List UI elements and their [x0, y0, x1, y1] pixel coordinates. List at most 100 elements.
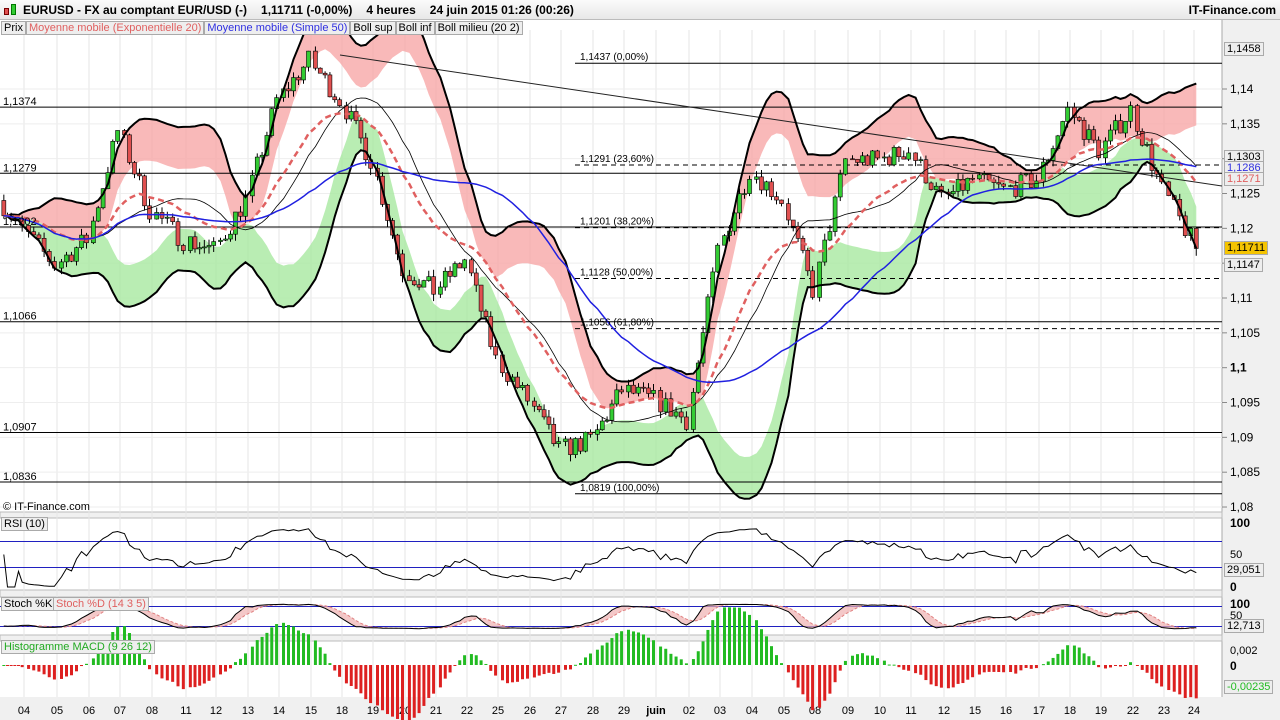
macd-bar	[669, 653, 673, 665]
title-bar: EURUSD - FX au comptant EUR/USD (-) 1,11…	[0, 0, 1280, 20]
macd-bar	[80, 665, 83, 667]
macd-bar	[887, 664, 891, 666]
x-tick-label: 17	[1033, 705, 1045, 717]
macd-bar	[892, 664, 896, 666]
candle	[79, 234, 84, 248]
candle	[827, 231, 833, 241]
macd-value: -0,00235	[1224, 680, 1274, 694]
candle	[1149, 144, 1155, 171]
macd-bar	[422, 665, 426, 706]
rsi-tick: 50	[1230, 549, 1242, 561]
candle	[233, 211, 238, 235]
candle	[810, 270, 815, 298]
macd-bar	[17, 665, 20, 666]
macd-bar	[354, 665, 358, 689]
y-tick-label: 1,095	[1230, 396, 1260, 410]
macd-bar	[443, 665, 447, 679]
candle	[74, 247, 79, 262]
y-tick-label: 1,085	[1230, 465, 1260, 479]
candle	[421, 280, 427, 288]
fibonacci-label: 1,1128 (50,00%)	[580, 268, 653, 279]
macd-bar	[75, 665, 78, 672]
x-tick-label: 11	[905, 705, 916, 717]
candle	[646, 387, 651, 394]
candle	[923, 159, 929, 184]
hline-label: 1,1066	[3, 311, 37, 323]
candle	[36, 234, 42, 239]
macd-bar	[333, 665, 337, 671]
macd-bar	[1019, 665, 1023, 671]
legend-item[interactable]: Boll milieu (20 2)	[434, 21, 523, 35]
macd-bar	[1109, 665, 1112, 668]
candle	[206, 245, 212, 248]
candle	[595, 429, 600, 435]
macd-bar	[1140, 665, 1144, 670]
macd-bar	[833, 665, 837, 683]
candle	[306, 50, 311, 68]
candle	[886, 156, 892, 166]
macd-bar	[323, 653, 327, 665]
candle	[1028, 173, 1034, 188]
candle	[411, 280, 417, 286]
bollinger-middle	[3, 97, 1197, 423]
macd-bar	[1129, 662, 1132, 665]
macd-bar	[632, 631, 635, 665]
candle	[965, 177, 971, 191]
candle	[1013, 185, 1019, 197]
candle	[1113, 120, 1118, 131]
macd-bar	[748, 614, 751, 665]
candle	[1193, 228, 1199, 249]
candle	[786, 203, 791, 221]
macd-bar	[282, 622, 285, 665]
macd-bar	[401, 665, 404, 720]
candle	[1128, 105, 1133, 122]
macd-bar	[537, 665, 541, 676]
macd-bar	[212, 665, 216, 678]
rsi-tick: 0	[1230, 580, 1237, 594]
macd-bar	[610, 638, 614, 665]
macd-bar	[526, 665, 529, 679]
x-tick-label: 22	[1127, 705, 1139, 717]
macd-bar	[811, 665, 815, 711]
macd-bar	[780, 663, 783, 665]
candle	[626, 384, 631, 393]
macd-bar	[791, 665, 795, 681]
macd-tick: 0,002	[1230, 645, 1258, 657]
macd-bar	[344, 665, 348, 684]
candle	[754, 176, 759, 180]
legend-item[interactable]: Moyenne mobile (Exponentielle 20)	[25, 21, 205, 35]
candlestick-logo-icon	[3, 3, 19, 17]
candle	[663, 398, 669, 413]
macd-bar	[171, 665, 175, 682]
macd-bar	[934, 665, 938, 687]
legend-item[interactable]: Boll inf	[395, 21, 435, 35]
macd-bar	[1119, 665, 1122, 667]
macd-bar	[775, 655, 778, 665]
macd-bar	[1066, 645, 1070, 665]
candle	[59, 261, 64, 269]
candle	[127, 134, 132, 163]
candle	[1008, 185, 1013, 187]
legend-item[interactable]: Prix	[1, 21, 26, 35]
candle	[843, 158, 848, 175]
macd-bar	[866, 655, 869, 665]
legend-item[interactable]: Boll sup	[350, 21, 396, 35]
trendline	[339, 54, 1222, 187]
candle	[970, 177, 975, 180]
legend-item[interactable]: Moyenne mobile (Simple 50)	[204, 21, 351, 35]
macd-bar	[96, 652, 100, 665]
candle	[950, 191, 956, 195]
x-tick-label: 04	[746, 705, 758, 717]
candle	[358, 120, 364, 139]
candle	[695, 362, 701, 393]
macd-bar	[605, 642, 609, 665]
candle	[817, 261, 822, 298]
fibonacci-label: 1,1201 (38,20%)	[580, 217, 654, 228]
candle	[188, 236, 193, 251]
macd-bar	[60, 665, 63, 679]
macd-bar	[412, 665, 416, 718]
candle	[599, 420, 605, 431]
indicator-legend: Prix Moyenne mobile (Exponentielle 20) Moy…	[1, 21, 523, 35]
candle	[678, 411, 684, 418]
